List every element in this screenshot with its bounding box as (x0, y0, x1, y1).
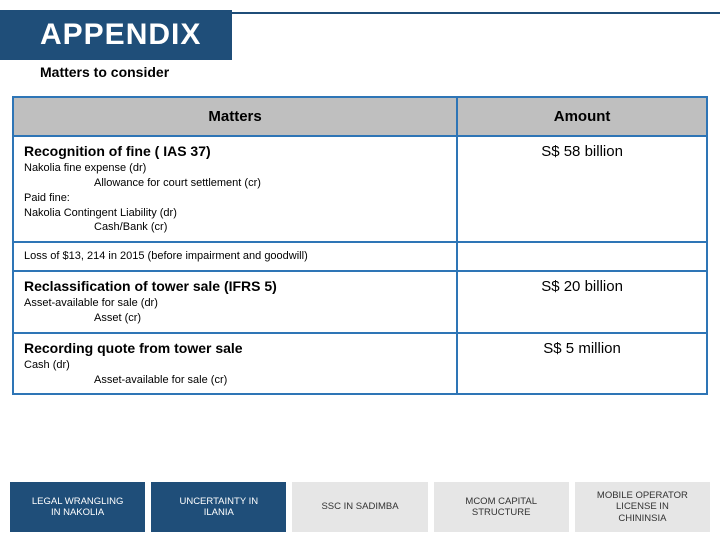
table-row: Reclassification of tower sale (IFRS 5) … (13, 271, 707, 333)
footnote-text: Loss of $13, 214 in 2015 (before impairm… (24, 249, 446, 264)
table-row: Recognition of fine ( IAS 37) Nakolia fi… (13, 136, 707, 242)
tab-mcom-capital[interactable]: MCOM CAPITAL STRUCTURE (434, 482, 569, 532)
title-band: APPENDIX (0, 10, 232, 60)
col-header-matters: Matters (13, 97, 457, 136)
amount-cell: S$ 58 billion (457, 136, 707, 242)
table-row: Recording quote from tower sale Cash (dr… (13, 333, 707, 395)
section-title: Reclassification of tower sale (IFRS 5) (24, 278, 446, 294)
footer-tabs: LEGAL WRANGLING IN NAKOLIA UNCERTAINTY I… (0, 482, 720, 532)
table-row: Loss of $13, 214 in 2015 (before impairm… (13, 242, 707, 271)
amount-cell: S$ 20 billion (457, 271, 707, 333)
matters-cell: Recording quote from tower sale Cash (dr… (13, 333, 457, 395)
amount-value: S$ 5 million (468, 340, 696, 357)
entry-line: Asset-available for sale (cr) (24, 373, 446, 388)
footnote-cell: Loss of $13, 214 in 2015 (before impairm… (13, 242, 457, 271)
amount-cell: S$ 5 million (457, 333, 707, 395)
entry-line: Cash/Bank (cr) (24, 220, 446, 235)
tab-label: UNCERTAINTY IN ILANIA (179, 496, 258, 519)
tab-label: SSC IN SADIMBA (321, 501, 398, 512)
tab-label: MCOM CAPITAL STRUCTURE (465, 496, 537, 519)
tab-uncertainty-ilania[interactable]: UNCERTAINTY IN ILANIA (151, 482, 286, 532)
section-title: Recognition of fine ( IAS 37) (24, 143, 446, 159)
tab-ssc-sadimba[interactable]: SSC IN SADIMBA (292, 482, 427, 532)
matters-cell: Reclassification of tower sale (IFRS 5) … (13, 271, 457, 333)
amount-cell-empty (457, 242, 707, 271)
entry-line: Asset-available for sale (dr) (24, 296, 446, 311)
page-title: APPENDIX (40, 18, 201, 52)
tab-legal-wrangling[interactable]: LEGAL WRANGLING IN NAKOLIA (10, 482, 145, 532)
amount-value: S$ 20 billion (468, 278, 696, 295)
col-header-amount: Amount (457, 97, 707, 136)
header-rule (232, 12, 720, 14)
section-title: Recording quote from tower sale (24, 340, 446, 356)
entry-line: Asset (cr) (24, 311, 446, 326)
page-subtitle: Matters to consider (40, 64, 169, 80)
matters-cell: Recognition of fine ( IAS 37) Nakolia fi… (13, 136, 457, 242)
tab-label: LEGAL WRANGLING IN NAKOLIA (32, 496, 124, 519)
entry-line: Cash (dr) (24, 358, 446, 373)
tab-mobile-operator[interactable]: MOBILE OPERATOR LICENSE IN CHININSIA (575, 482, 710, 532)
entry-line: Nakolia fine expense (dr) (24, 161, 446, 176)
tab-label: MOBILE OPERATOR LICENSE IN CHININSIA (597, 490, 688, 524)
entry-line: Paid fine: (24, 191, 446, 206)
table-header-row: Matters Amount (13, 97, 707, 136)
amount-value: S$ 58 billion (468, 143, 696, 160)
matters-table: Matters Amount Recognition of fine ( IAS… (12, 96, 708, 395)
entry-line: Nakolia Contingent Liability (dr) (24, 206, 446, 221)
entry-line: Allowance for court settlement (cr) (24, 176, 446, 191)
matters-table-wrap: Matters Amount Recognition of fine ( IAS… (12, 96, 708, 395)
